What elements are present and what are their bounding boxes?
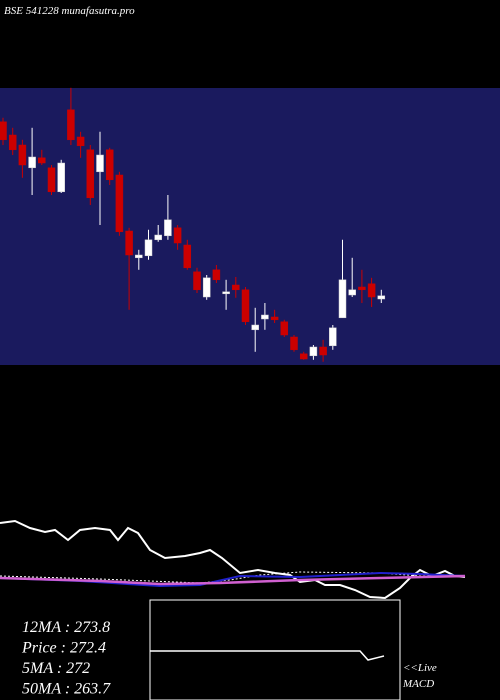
stat-label: Price : 272.4 [21, 640, 106, 657]
candle-body [251, 324, 259, 331]
candle-body [0, 121, 7, 141]
candle-body [38, 157, 46, 164]
ma-line [0, 571, 466, 588]
candle-body [173, 227, 182, 244]
stats: 12MA : 273.8 Price : 272.4 5MA : 272 50MA :… [21, 619, 437, 698]
stat-label: 12MA : 273.8 [22, 619, 110, 636]
candle-body [57, 162, 65, 193]
price-panel [0, 88, 500, 365]
candle-body [105, 149, 114, 181]
macd-line [150, 650, 385, 661]
candle-body [319, 346, 327, 356]
ma-line [0, 574, 466, 586]
candle-body [67, 109, 75, 141]
candle-body [299, 353, 308, 360]
candle-body [280, 321, 289, 336]
candle-body [212, 269, 221, 281]
candle-body [270, 316, 279, 321]
live-label: <<Live [403, 662, 437, 674]
candle-body [144, 239, 153, 257]
candle-body [358, 286, 366, 291]
chart-title: BSE 541228 munafasutra.pro [4, 5, 135, 17]
candle-body [96, 154, 104, 173]
candle-body [261, 314, 269, 320]
candle-body [309, 346, 318, 357]
candle-body [76, 136, 85, 147]
macd-box [149, 599, 401, 700]
candle-body [241, 289, 250, 323]
macd-line [0, 519, 466, 600]
candle-body [28, 156, 36, 169]
indicator-lines [0, 519, 466, 600]
live-label: MACD [402, 678, 434, 690]
candle-body [18, 144, 27, 166]
candle-body [377, 295, 386, 300]
signal-line [0, 571, 465, 584]
candle-body [164, 219, 172, 237]
candle-body [202, 277, 211, 298]
candle-body [222, 291, 230, 295]
candle-body [154, 234, 162, 241]
candle-body [47, 167, 56, 193]
candle-body [193, 271, 201, 291]
candle-body [8, 134, 17, 151]
candle-body [135, 254, 143, 259]
candle-body [290, 336, 298, 351]
candle-body [232, 284, 240, 291]
candle-body [367, 283, 376, 298]
candle-body [338, 279, 347, 319]
candle-body [115, 174, 124, 233]
candle-body [183, 244, 192, 269]
stat-label: 50MA : 263.7 [22, 681, 111, 698]
candle-body [125, 230, 133, 256]
candle-body [86, 149, 95, 199]
stat-label: 5MA : 272 [22, 660, 90, 677]
candle-body [348, 289, 356, 296]
candle-body [329, 327, 337, 347]
